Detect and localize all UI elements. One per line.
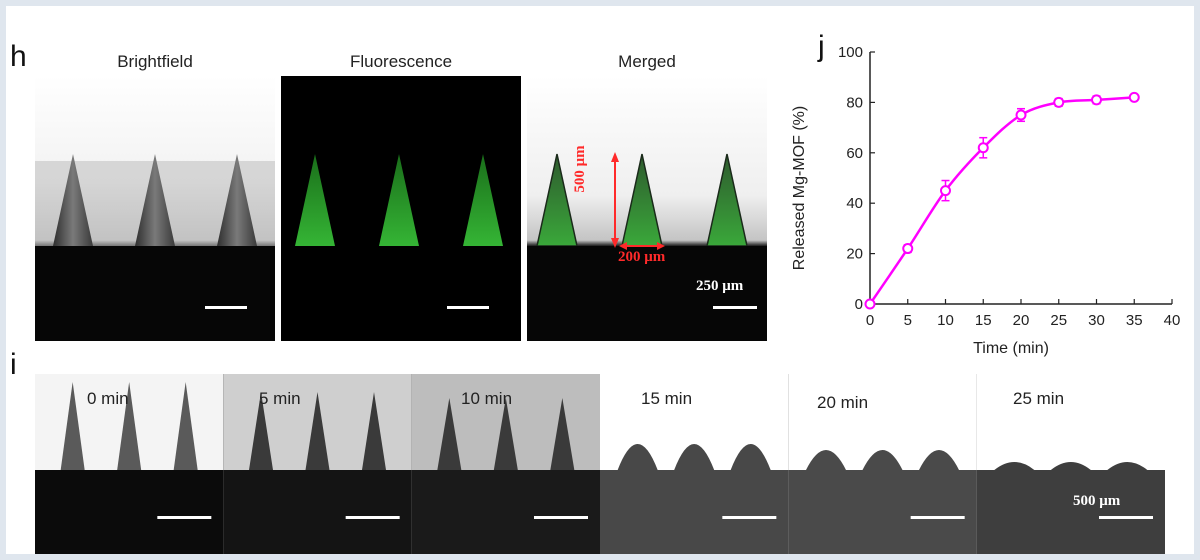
time-label: 25 min [1013, 389, 1064, 408]
time-frame [600, 374, 789, 554]
microneedle [550, 398, 575, 470]
y-tick-label: 20 [846, 246, 863, 263]
dimension-height-label: 500 μm [572, 145, 588, 193]
y-tick-label: 0 [855, 296, 863, 313]
dissolved-tip [1107, 462, 1148, 470]
data-point [1053, 96, 1065, 108]
frame-upper [976, 374, 1165, 470]
caption-brightfield: Brightfield [117, 52, 193, 71]
data-point [1091, 94, 1102, 106]
dissolved-tip [806, 450, 846, 470]
scale-bar [1099, 516, 1153, 519]
microneedle [493, 398, 518, 470]
x-tick-label: 35 [1126, 312, 1143, 329]
time-frame [223, 374, 412, 554]
data-point [940, 185, 951, 197]
caption-fluorescence: Fluorescence [349, 52, 453, 71]
panel-letter-h: h [10, 40, 27, 73]
scale-bar [205, 306, 247, 309]
time-frame [976, 374, 1165, 554]
merged-image [527, 76, 767, 341]
scale-bar [447, 306, 489, 309]
microneedle [173, 382, 198, 470]
fluorescence-image [281, 76, 521, 341]
time-label: 20 min [817, 393, 868, 412]
time-label: 10 min [461, 389, 512, 408]
microneedle [249, 392, 273, 470]
y-axis-label: Released Mg-MOF (%) [791, 106, 808, 270]
dissolved-tip [862, 450, 903, 470]
x-tick-label: 5 [904, 312, 912, 329]
x-tick-label: 10 [937, 312, 954, 329]
caption-merged: Merged [618, 52, 676, 71]
x-tick-label: 40 [1164, 312, 1181, 329]
figure: h Brightfield Fluorescence Merged [6, 6, 1194, 554]
microneedle [117, 382, 142, 470]
time-frame [411, 374, 600, 554]
scale-bar-label-i: 500 μm [1073, 493, 1121, 509]
y-tick-label: 60 [846, 145, 863, 162]
scale-bar-label-h: 250 μm [696, 278, 744, 294]
x-tick-label: 20 [1013, 312, 1030, 329]
scale-bar [722, 516, 777, 519]
scale-bar [157, 516, 212, 519]
release-chart: 0 5 10 15 20 25 30 35 40 0 20 40 60 80 100 Time (min) Re… [791, 44, 1181, 357]
time-label: 15 min [641, 389, 692, 408]
scale-bar [534, 516, 588, 519]
data-point [864, 298, 876, 310]
microneedle [305, 392, 330, 470]
brightfield-image [35, 76, 275, 341]
scale-bar [910, 516, 965, 519]
x-tick-label: 15 [975, 312, 992, 329]
y-tick-label: 40 [846, 195, 863, 212]
data-point [977, 142, 989, 154]
scale-bar [345, 516, 400, 519]
microneedle [362, 392, 386, 470]
dimension-width-label: 200 μm [618, 249, 666, 265]
scale-bar [713, 306, 757, 309]
x-tick-label: 25 [1050, 312, 1067, 329]
time-label: 5 min [259, 389, 301, 408]
panel-letter-j: j [818, 30, 825, 63]
dissolution-frames: 0 min 5 min 10 min 15 min 20 min 25 min 500 μm [35, 374, 1165, 554]
dissolved-tip [919, 450, 959, 470]
time-frame [788, 374, 977, 554]
dissolution-strip: 0 min 5 min 10 min 15 min 20 min 25 min 500 μm [35, 374, 1165, 554]
series-line [868, 96, 1135, 305]
data-point [902, 243, 914, 255]
time-frame [35, 374, 224, 554]
microneedle [437, 398, 462, 470]
panel-letter-i: i [10, 348, 17, 381]
x-tick-label: 30 [1088, 312, 1105, 329]
dissolved-tip [617, 444, 658, 470]
dissolved-tip [1050, 462, 1091, 470]
time-label: 0 min [87, 389, 129, 408]
dissolved-tip [674, 444, 715, 470]
microneedle [60, 382, 85, 470]
x-tick-label: 0 [866, 312, 874, 329]
dissolved-tip [730, 444, 771, 470]
data-point [1015, 109, 1027, 121]
data-point [1128, 91, 1140, 103]
y-tick-label: 100 [838, 44, 863, 61]
dissolved-tip [994, 462, 1035, 470]
x-axis-label: Time (min) [973, 340, 1049, 357]
y-tick-label: 80 [846, 94, 863, 111]
